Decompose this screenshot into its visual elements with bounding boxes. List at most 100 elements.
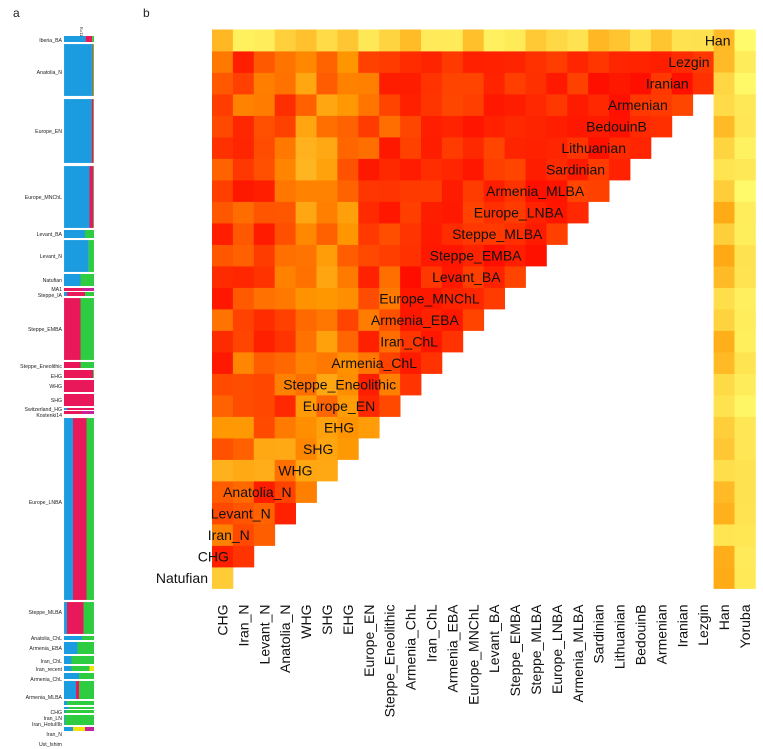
heatmap-cell <box>379 201 401 224</box>
heatmap-cell <box>546 158 568 181</box>
heatmap-cell <box>295 459 317 482</box>
heatmap-cell <box>295 352 317 374</box>
admixture-segment <box>64 362 81 368</box>
heatmap-cell <box>253 244 276 267</box>
heatmap-cell <box>504 51 526 73</box>
heatmap-cell <box>713 416 735 439</box>
heatmap-cell <box>462 158 485 181</box>
heatmap-cell <box>713 201 735 224</box>
heatmap-cell <box>316 287 338 310</box>
heatmap-cell <box>316 373 338 396</box>
heatmap-cell <box>358 266 380 288</box>
admixture-segment <box>64 418 73 600</box>
heatmap-cell <box>567 94 589 116</box>
admixture-group-label: Kostenki14 <box>36 413 62 419</box>
heatmap-cell <box>337 416 359 439</box>
heatmap-cell <box>379 373 401 396</box>
admixture-segment <box>71 666 90 671</box>
heatmap-cell <box>253 502 276 525</box>
admixture-frame <box>63 165 95 229</box>
admixture-frame <box>63 297 95 361</box>
heatmap-cell <box>421 94 443 116</box>
heatmap-cell <box>358 201 380 224</box>
heatmap-cell <box>650 94 673 116</box>
admixture-group <box>64 380 94 392</box>
admixture-frame <box>63 43 95 97</box>
admixture-group <box>64 673 94 679</box>
heatmap-cell <box>483 244 505 267</box>
heatmap-cell <box>337 438 359 460</box>
heatmap-cell <box>232 266 255 288</box>
heatmap-cell <box>253 266 276 288</box>
admixture-group-label: Anatolia_ChL <box>31 636 62 642</box>
heatmap-cell <box>504 115 526 138</box>
admixture-segment <box>79 681 94 699</box>
admixture-group-label: Iran_HotuIIIb <box>32 722 62 728</box>
heatmap-cell <box>734 567 756 589</box>
heatmap-col-label: Levant_N <box>256 605 272 665</box>
heatmap-cell <box>379 72 401 95</box>
heatmap-cell <box>734 94 756 116</box>
admixture-segment <box>67 408 94 410</box>
heatmap-cell <box>379 330 401 353</box>
heatmap-cell <box>713 266 735 288</box>
heatmap-col-label: Han <box>716 605 732 631</box>
admixture-group <box>64 681 94 699</box>
heatmap-cell <box>253 180 276 202</box>
heatmap-row-label: Steppe_Eneolithic <box>283 376 396 392</box>
heatmap-cell <box>546 115 568 138</box>
heatmap-cell <box>379 137 401 159</box>
heatmap-cell <box>316 330 338 353</box>
admixture-segment <box>64 394 94 406</box>
heatmap-cell <box>483 29 505 52</box>
heatmap-row-label: Anatolia_N <box>223 484 292 500</box>
heatmap-cell <box>546 94 568 116</box>
heatmap-cell <box>671 94 694 116</box>
admixture-segment <box>86 418 94 600</box>
admixture-segment <box>64 602 67 634</box>
heatmap-cell <box>421 51 443 73</box>
heatmap-cell <box>232 115 255 138</box>
heatmap-cell <box>316 416 338 439</box>
heatmap-cell <box>253 201 276 224</box>
admixture-group <box>64 230 94 238</box>
heatmap-cell <box>650 115 673 138</box>
heatmap-row-label: Lithuanian <box>561 140 626 156</box>
heatmap-cell <box>588 72 610 95</box>
admixture-segment <box>64 707 69 709</box>
heatmap-cell <box>212 438 234 460</box>
heatmap-cell <box>650 51 673 73</box>
heatmap-cell <box>546 201 568 224</box>
heatmap-cell <box>316 309 338 331</box>
heatmap-cell <box>462 287 485 310</box>
heatmap-cell <box>713 223 735 245</box>
admixture-segment <box>64 656 72 664</box>
heatmap-cell <box>421 180 443 202</box>
heatmap-cell <box>295 115 317 138</box>
heatmap-cell <box>734 352 756 374</box>
heatmap-cell <box>734 244 756 267</box>
admixture-group <box>64 362 94 368</box>
admixture-group-label: CHG <box>50 710 62 716</box>
heatmap-cell <box>358 330 380 353</box>
admixture-group-label: Iberia_BA <box>39 38 62 44</box>
admixture-segment <box>73 727 85 731</box>
heatmap-cell <box>567 201 589 224</box>
heatmap-cell <box>483 51 505 73</box>
heatmap-cell <box>253 115 276 138</box>
heatmap-cell <box>316 244 338 267</box>
heatmap-cell <box>671 72 694 95</box>
heatmap-cell <box>546 72 568 95</box>
heatmap-cell <box>212 201 234 224</box>
admixture-group-label: Europe_EN <box>35 129 62 135</box>
heatmap-cell <box>337 309 359 331</box>
heatmap-cell <box>421 330 443 353</box>
heatmap-cell <box>400 29 422 52</box>
heatmap-row-label: Europe_LNBA <box>474 204 564 220</box>
admixture-group <box>63 297 95 361</box>
heatmap-cell <box>713 545 735 568</box>
heatmap-cell <box>337 51 359 73</box>
heatmap-row-label: Levant_BA <box>432 269 501 285</box>
heatmap-cell <box>441 266 464 288</box>
